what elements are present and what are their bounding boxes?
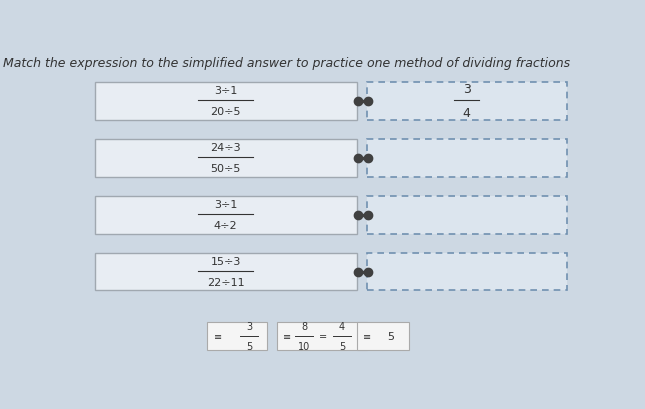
Text: 20÷5: 20÷5 bbox=[210, 107, 241, 117]
Text: 22÷11: 22÷11 bbox=[207, 277, 244, 287]
FancyBboxPatch shape bbox=[367, 253, 566, 291]
Text: 5: 5 bbox=[339, 341, 345, 351]
Text: Match the expression to the simplified answer to practice one method of dividing: Match the expression to the simplified a… bbox=[3, 57, 571, 70]
Text: 24÷3: 24÷3 bbox=[210, 143, 241, 153]
Text: 15÷3: 15÷3 bbox=[210, 256, 241, 266]
Text: =: = bbox=[319, 331, 327, 342]
Text: 3: 3 bbox=[246, 321, 253, 331]
Text: 3÷1: 3÷1 bbox=[214, 86, 237, 96]
Text: 8: 8 bbox=[301, 321, 307, 331]
FancyBboxPatch shape bbox=[95, 196, 357, 234]
FancyBboxPatch shape bbox=[367, 140, 566, 177]
FancyBboxPatch shape bbox=[367, 83, 566, 121]
Text: 50÷5: 50÷5 bbox=[210, 164, 241, 173]
FancyBboxPatch shape bbox=[207, 322, 266, 351]
FancyBboxPatch shape bbox=[95, 140, 357, 177]
FancyBboxPatch shape bbox=[95, 253, 357, 291]
Text: ≡: ≡ bbox=[283, 331, 291, 342]
Text: 10: 10 bbox=[298, 341, 310, 351]
FancyBboxPatch shape bbox=[95, 83, 357, 121]
Text: 3: 3 bbox=[463, 83, 471, 96]
FancyBboxPatch shape bbox=[277, 322, 366, 351]
Text: 4: 4 bbox=[463, 107, 471, 120]
Text: 4÷2: 4÷2 bbox=[213, 220, 237, 230]
Text: 5: 5 bbox=[246, 341, 253, 351]
Text: 3÷1: 3÷1 bbox=[214, 200, 237, 209]
Text: ≡: ≡ bbox=[214, 331, 223, 342]
Text: 5: 5 bbox=[387, 331, 394, 342]
FancyBboxPatch shape bbox=[367, 196, 566, 234]
FancyBboxPatch shape bbox=[357, 322, 409, 351]
Text: ≡: ≡ bbox=[363, 331, 371, 342]
Text: 4: 4 bbox=[339, 321, 345, 331]
